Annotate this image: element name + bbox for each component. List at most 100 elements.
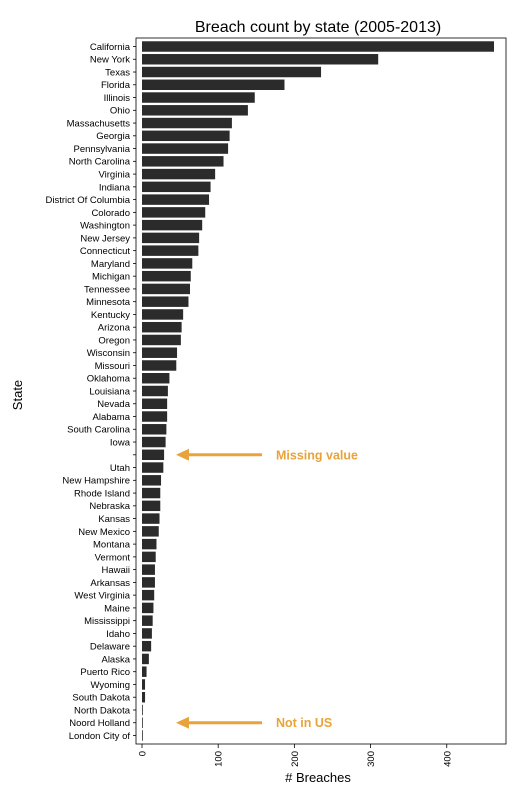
y-tick-label: Nevada [97,399,130,410]
y-tick-label: Nebraska [89,501,130,512]
y-tick-label: Hawaii [101,565,130,576]
bar [142,194,210,205]
bar [142,589,155,601]
x-axis-label: # Breaches [285,770,351,785]
x-tick-label: 100 [214,751,225,767]
bar [142,666,147,677]
y-tick-label: Alaska [101,654,130,665]
bar [142,640,152,652]
x-tick-label: 200 [290,751,301,767]
bar [142,54,379,65]
y-tick-label: Washington [80,221,130,232]
y-tick-label: Montana [93,540,131,551]
bar [142,334,181,346]
bar [142,679,146,690]
y-tick-label: Puerto Rico [80,667,130,678]
y-tick-label: South Carolina [67,425,131,436]
y-tick-label: Vermont [95,552,131,563]
bar [142,92,255,103]
bar [142,373,170,384]
y-tick-label: Connecticut [80,246,131,257]
y-tick-label: Oregon [98,335,130,346]
bar [142,143,229,154]
y-tick-label: New Jersey [80,233,130,244]
y-tick-label: Oklahoma [87,374,131,385]
bar [142,283,190,295]
y-tick-label: New Hampshire [62,476,130,487]
y-tick-label: Illinois [104,93,131,104]
bar [142,296,189,307]
bar [142,513,160,524]
bar [142,717,143,728]
bar [142,321,182,333]
bar [142,309,184,320]
y-tick-label: New York [90,55,130,66]
bar [142,258,193,269]
bar [142,526,159,537]
y-tick-label: Ohio [110,106,130,117]
bar [142,449,165,461]
bar [142,691,146,703]
bar [142,564,155,575]
y-tick-label: Mississippi [84,616,130,627]
y-tick-label: Alabama [93,412,131,423]
bar [142,156,224,167]
y-tick-label: Utah [110,463,130,474]
bar [142,487,161,499]
y-tick-label: Kentucky [91,310,130,321]
y-tick-label: Wyoming [90,680,130,691]
bar [142,730,143,741]
y-tick-label: Colorado [91,208,130,219]
bar [142,602,154,614]
bar [142,117,232,129]
bar [142,347,178,358]
bar [142,436,166,448]
bar [142,105,248,116]
bar [142,704,143,716]
y-tick-label: Delaware [90,642,130,653]
bar [142,628,152,639]
bar [142,41,494,52]
y-tick-label: Indiana [99,182,131,193]
bar [142,538,157,550]
bar [142,411,168,422]
y-tick-label: Massachusetts [67,118,131,129]
bar [142,181,211,193]
y-axis-label: State [10,380,25,410]
y-tick-label: Louisiana [89,386,130,397]
y-tick-label: London City of [69,731,131,742]
y-tick-label: Idaho [106,629,130,640]
y-tick-label: Texas [105,67,130,78]
y-tick-label: Georgia [96,131,131,142]
y-tick-label: Florida [101,80,131,91]
bar [142,245,199,256]
y-tick-label: Maine [104,603,130,614]
bar [142,615,153,626]
bar [142,232,200,244]
y-tick-label: Missouri [95,361,130,372]
bar [142,551,156,563]
y-tick-label: Pennsylvania [73,144,130,155]
bar [142,360,177,371]
bar [142,475,162,486]
y-tick-label: Michigan [92,272,130,283]
bar [142,398,168,409]
y-tick-label: New Mexico [78,527,130,538]
bar [142,130,230,142]
y-tick-label: Noord Holland [69,718,130,729]
x-tick-label: 400 [442,751,453,767]
y-tick-label: Virginia [98,169,130,180]
bar [142,500,161,512]
y-tick-label: Arizona [98,323,131,334]
y-tick-label: North Carolina [69,157,131,168]
y-tick-label: Minnesota [86,297,131,308]
bar [142,207,206,218]
y-tick-label: Tennessee [84,284,130,295]
bar [142,462,164,473]
bar [142,66,322,78]
bar [142,385,168,397]
bar [142,168,216,180]
bar [142,653,149,665]
x-tick-label: 300 [366,751,377,767]
